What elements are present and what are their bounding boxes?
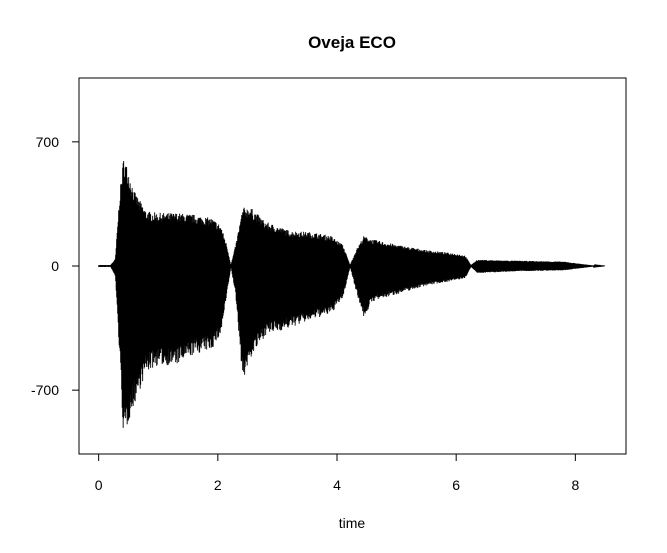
y-tick-label: 700	[36, 134, 60, 150]
x-tick-label: 2	[214, 477, 222, 493]
waveform-series	[98, 160, 606, 428]
x-tick-label: 0	[95, 477, 103, 493]
x-tick-label: 4	[333, 477, 341, 493]
y-tick-label: -700	[31, 382, 59, 398]
chart-title: Oveja ECO	[308, 33, 396, 52]
x-tick-label: 8	[571, 477, 579, 493]
y-tick-label: 0	[51, 258, 59, 274]
waveform-layer	[98, 160, 606, 428]
x-tick-label: 6	[452, 477, 460, 493]
x-axis: 0 2 4 6 8	[95, 453, 579, 493]
y-axis: -700 0 700	[31, 134, 80, 398]
x-axis-label: time	[339, 515, 366, 531]
